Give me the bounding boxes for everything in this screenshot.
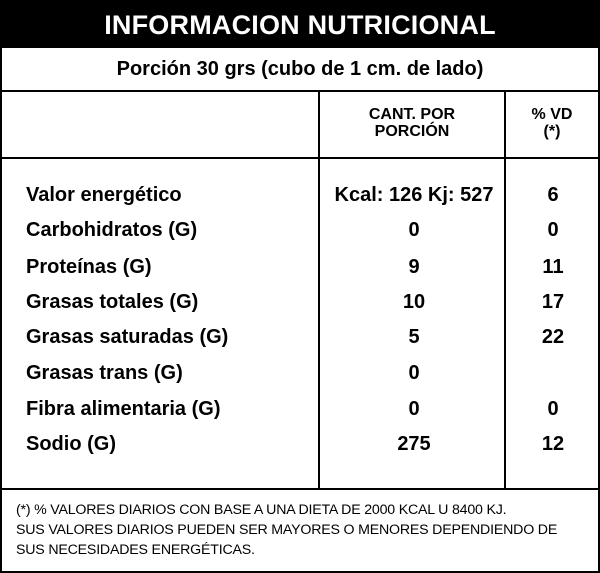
nutrient-name: Proteínas (G) — [26, 256, 152, 278]
nutrient-amount: 5 — [408, 326, 420, 348]
nutrient-row-trans-fat: Grasas trans (G) 0 — [2, 356, 598, 390]
column-header-amount-line2: PORCIÓN — [374, 123, 450, 140]
nutrient-amount: 0 — [408, 219, 420, 241]
column-header-amount: CANT. POR PORCIÓN — [320, 106, 504, 140]
column-header-amount-line1: CANT. POR — [368, 106, 456, 123]
nutrient-row-total-fat: Grasas totales (G) 10 17 — [2, 285, 598, 319]
footnote-line: (*) % VALORES DIARIOS CON BASE A UNA DIE… — [16, 502, 507, 518]
nutrient-amount: 275 — [397, 433, 431, 455]
nutrient-row-energy: Valor energético Kcal: 126 Kj: 527 6 — [2, 178, 598, 212]
footnote-divider — [2, 488, 598, 490]
nutrient-row-dietary-fiber: Fibra alimentaria (G) 0 0 — [2, 392, 598, 426]
nutrient-row-saturated-fat: Grasas saturadas (G) 5 22 — [2, 320, 598, 354]
nutrient-dv: 11 — [542, 256, 564, 278]
nutrient-name: Fibra alimentaria (G) — [26, 398, 221, 420]
nutrient-row-sodium: Sodio (G) 275 12 — [2, 427, 598, 461]
nutrient-name: Grasas trans (G) — [26, 362, 183, 384]
label-title: INFORMACION NUTRICIONAL — [2, 2, 598, 48]
nutrient-amount: 0 — [408, 398, 420, 420]
nutrient-name: Grasas saturadas (G) — [26, 326, 229, 348]
column-header-dv: % VD (*) — [506, 106, 598, 140]
column-divider-dv — [504, 92, 506, 490]
column-header-dv-line1: % VD — [531, 106, 573, 123]
nutrient-dv: 0 — [547, 219, 559, 241]
nutrient-amount: 0 — [408, 362, 420, 384]
footnote: (*) % VALORES DIARIOS CON BASE A UNA DIE… — [16, 500, 591, 560]
nutrient-dv: 6 — [547, 184, 559, 206]
nutrient-dv: 22 — [541, 326, 565, 348]
nutrient-row-proteins: Proteínas (G) 9 11 — [2, 250, 598, 284]
nutrient-amount: 10 — [402, 291, 426, 313]
serving-size: Porción 30 grs (cubo de 1 cm. de lado) — [2, 48, 598, 92]
footnote-line: SUS NECESIDADES ENERGÉTICAS. — [16, 542, 255, 558]
column-divider-amount — [318, 92, 320, 490]
nutrient-name: Valor energético — [26, 184, 182, 206]
nutrient-row-carbohydrates: Carbohidratos (G) 0 0 — [2, 213, 598, 247]
nutrient-amount: Kcal: 126 Kj: 527 — [334, 184, 494, 206]
footnote-line: SUS VALORES DIARIOS PUEDEN SER MAYORES O… — [16, 522, 558, 538]
nutrient-name: Sodio (G) — [26, 433, 116, 455]
nutrient-dv: 12 — [541, 433, 565, 455]
nutrient-name: Carbohidratos (G) — [26, 219, 198, 241]
nutrient-dv: 17 — [541, 291, 565, 313]
column-header-dv-line2: (*) — [543, 123, 561, 140]
nutrient-dv: 0 — [547, 398, 559, 420]
nutrient-amount: 9 — [408, 256, 420, 278]
header-divider — [2, 157, 598, 159]
nutrient-name: Grasas totales (G) — [26, 291, 199, 313]
